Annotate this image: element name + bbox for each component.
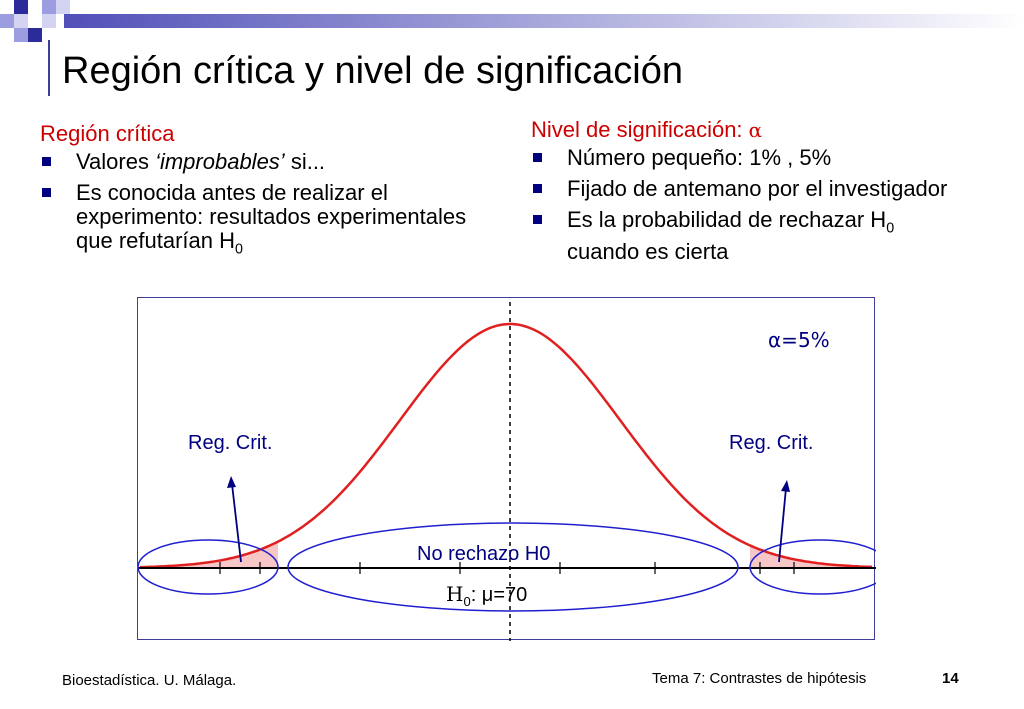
right-arrow-head-icon: [781, 480, 790, 492]
critical-region-section: Región crítica Valores ‘improbables’ si.…: [40, 122, 480, 268]
decorative-squares: [0, 0, 80, 60]
list-item: Es conocida antes de realizar el experim…: [40, 181, 480, 261]
page-number: 14: [942, 670, 959, 687]
right-arrow-shaft: [778, 487, 787, 563]
left-critical-ellipse: [138, 539, 279, 595]
significance-level-heading: Nivel de significación: α: [531, 117, 763, 143]
h0-mean-label: H0: μ=70: [446, 582, 528, 609]
right-tail-area: [750, 545, 874, 568]
square-bullet-icon: [533, 153, 542, 162]
critical-region-list: Valores ‘improbables’ si... Es conocida …: [40, 150, 480, 261]
figure-canvas: [138, 302, 876, 641]
list-item: Fijado de antemano por el investigador: [531, 177, 971, 201]
square-bullet-icon: [533, 184, 542, 193]
significance-level-section: Nivel de significación: α Número pequeño…: [531, 118, 971, 271]
axis-ticks: [219, 562, 795, 574]
list-item: Es la probabilidad de rechazar H0 cuando…: [531, 208, 971, 264]
footer-institution: Bioestadística. U. Málaga.: [62, 672, 237, 689]
acceptance-ellipse: [287, 522, 739, 612]
reg-crit-left-label: Reg. Crit.: [188, 432, 273, 454]
square-bullet-icon: [42, 157, 51, 166]
no-reject-label: No rechazo H0: [417, 543, 551, 565]
square-bullet-icon: [42, 188, 51, 197]
normal-distribution-figure: α=5% Reg. Crit. Reg. Crit. No rechazo H0…: [137, 297, 876, 641]
critical-region-heading: Región crítica: [40, 121, 175, 146]
footer-topic: Tema 7: Contrastes de hipótesis: [652, 670, 867, 687]
title-bar-gradient: [64, 14, 1024, 28]
title-rule: [48, 40, 50, 96]
significance-level-list: Número pequeño: 1% , 5% Fijado de antema…: [531, 146, 971, 264]
slide-title: Región crítica y nivel de significación: [62, 50, 683, 92]
list-item: Valores ‘improbables’ si...: [40, 150, 480, 174]
list-item: Número pequeño: 1% , 5%: [531, 146, 971, 170]
reg-crit-right-label: Reg. Crit.: [729, 432, 814, 454]
alpha-symbol: α: [748, 118, 763, 142]
square-bullet-icon: [533, 215, 542, 224]
left-tail-area: [140, 541, 278, 568]
left-arrow-shaft: [231, 483, 242, 563]
right-critical-ellipse: [749, 539, 876, 595]
alpha-label: α=5%: [768, 328, 830, 352]
bell-curve: [140, 322, 873, 569]
left-arrow-head-icon: [227, 476, 236, 488]
